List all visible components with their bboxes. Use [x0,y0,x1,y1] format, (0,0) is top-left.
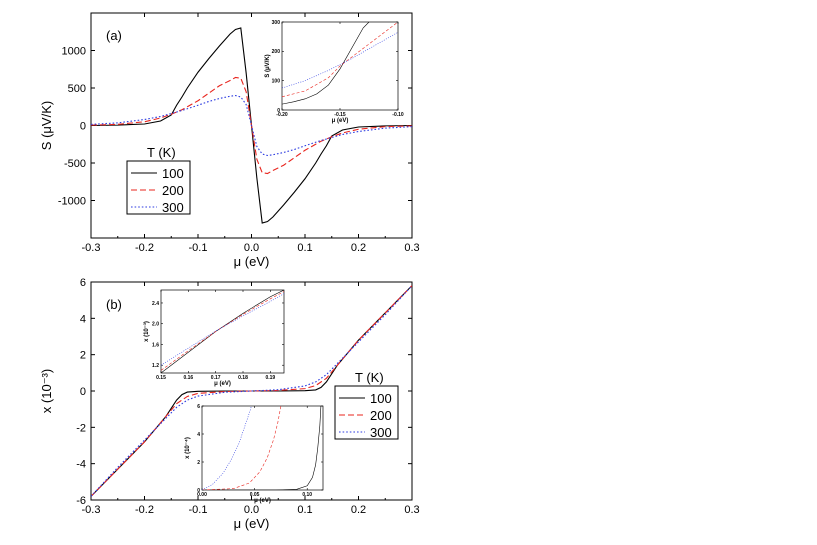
y-tick-label: 200 [272,49,281,55]
x-tick-label: 0.3 [404,242,419,254]
series-line-300 [161,293,284,366]
y-tick-label: 2 [80,350,86,362]
plot-b-inset-top: 0.15 0.16 0.17 0.18 0.19 1.2 1.6 2.0 2.4 μ (eV) x … [143,289,285,387]
series-group [91,27,412,224]
x-tick-label: -0.3 [82,504,101,516]
y-tick-label: 1.2 [152,363,159,369]
series-line-300 [91,285,412,497]
y-axis-label: x (10⁻⁴) [185,437,191,459]
y-axis-label: x (10⁻³) [143,321,150,342]
x-tick-label: 0.00 [197,492,207,498]
panel-label: (b) [106,297,122,312]
panel-label: (a) [106,28,122,43]
legend-title: T (K) [355,370,384,385]
x-axis-label: μ (eV) [254,498,271,504]
series-line-200 [282,22,398,98]
x-axis-label: μ (eV) [234,516,270,531]
x-axis-label: μ (eV) [234,254,270,269]
x-tick-label: -0.20 [276,112,288,118]
y-tick-label: -500 [64,158,86,170]
x-tick-label: -0.15 [334,112,346,118]
y-tick-label: 1000 [62,45,86,57]
y-tick-label: 2.4 [152,301,159,307]
x-tick-label: -0.3 [82,242,101,254]
y-axis-label: S (μV/K) [39,101,54,150]
y-tick-label: -2 [76,422,86,434]
x-tick-label: -0.1 [189,504,208,516]
y-tick-label: -4 [76,459,86,471]
x-tick-label: 0.1 [297,242,312,254]
series-line-100 [161,290,284,373]
legend-entry: 200 [162,183,184,198]
x-axis-label: μ (eV) [214,381,231,387]
x-tick-label: -0.10 [392,112,404,118]
x-tick-label: 0.3 [404,504,419,516]
y-tick-label: 6 [197,404,200,410]
x-tick-label: 0.0 [244,242,259,254]
series-group [202,406,322,490]
y-tick-label: 300 [272,20,281,26]
series-line-300 [91,94,412,157]
y-tick-label: 0 [197,488,200,494]
legend-entry: 300 [370,425,392,440]
x-tick-label: 0.16 [183,375,193,381]
series-line-100 [282,22,370,105]
x-tick-label: 0.19 [265,375,275,381]
y-tick-label: 4 [197,432,200,438]
x-tick-label: 0.2 [351,242,366,254]
x-tick-label: 0.1 [297,504,312,516]
series-group [161,290,284,373]
legend-box [126,160,191,215]
legend-entry: 200 [370,408,392,423]
series-line-300 [282,32,398,89]
y-tick-label: 2.0 [152,322,159,328]
x-tick-label: 0.2 [351,504,366,516]
x-tick-label: 0.17 [211,375,221,381]
legend-entry: 100 [370,391,392,406]
x-tick-label: 0.10 [302,492,312,498]
y-axis-label: x (10⁻³) [39,369,54,413]
series-line-100 [202,406,322,490]
legend-b: T (K) 100 200 300 [334,370,399,440]
x-axis-label: μ (eV) [332,118,349,124]
y-tick-label: -1000 [58,195,86,207]
x-tick-label: 0.05 [250,492,260,498]
legend-entry: 300 [162,200,184,215]
x-tick-label: 0.15 [156,375,166,381]
x-tick-label: -0.1 [189,242,208,254]
legend-box [334,385,399,440]
legend-entry: 100 [162,166,184,181]
y-axis-label: S (μV/K) [265,54,271,77]
x-tick-label: -0.2 [135,242,154,254]
y-tick-label: 0 [80,120,86,132]
x-tick-label: 0.0 [244,504,259,516]
y-tick-label: 100 [272,78,281,84]
series-group [282,22,398,105]
legend-title: T (K) [147,145,176,160]
plot-frame [160,289,285,374]
series-line-200 [202,406,282,490]
plot-a-inset: -0.20 -0.15 -0.10 0 100 200 300 μ (eV) S (μV/K) [265,20,404,124]
x-tick-label: -0.2 [135,504,154,516]
y-tick-label: 500 [68,83,86,95]
y-tick-label: 6 [80,277,86,289]
legend-a: T (K) 100 200 300 [126,145,191,215]
y-tick-label: 0 [80,386,86,398]
y-tick-label: 2 [197,460,200,466]
series-line-300 [202,406,252,490]
x-tick-label: 0.18 [238,375,248,381]
plot-b-inset-bottom: 0.00 0.05 0.10 0 2 4 6 μ (eV) x (10⁻⁴) [185,404,324,504]
y-tick-label: 1.6 [152,342,159,348]
series-group [91,285,412,497]
y-tick-label: 0 [277,108,280,114]
plot-frame [201,405,324,491]
y-tick-label: -6 [76,495,86,507]
y-tick-label: 4 [80,313,86,325]
